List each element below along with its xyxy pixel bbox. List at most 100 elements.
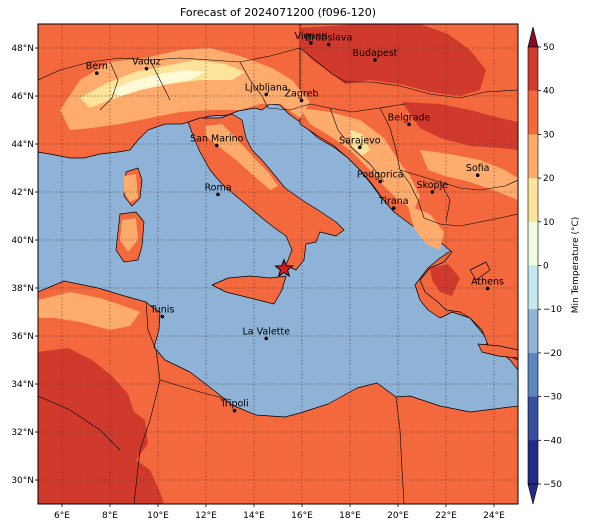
country-borders <box>38 47 518 504</box>
colorbar-tick-label: 40 <box>543 87 555 97</box>
lat-tick-label: 40°N <box>11 236 34 246</box>
city-dot[interactable] <box>475 173 480 177</box>
city-dot[interactable] <box>309 41 313 45</box>
city-label: Tunis <box>149 305 174 316</box>
cool-pindus <box>408 206 444 250</box>
city-dot[interactable] <box>430 190 435 194</box>
lon-tick-label: 18°E <box>339 511 361 521</box>
city-label: Bern <box>86 61 108 72</box>
colorbar-tick-label: 20 <box>543 174 555 184</box>
city-label: Roma <box>204 182 231 193</box>
cooler-dinaric-peaks <box>350 130 370 156</box>
city-label: Podgorica <box>357 169 404 180</box>
city-dot[interactable] <box>485 286 490 291</box>
city-dot[interactable] <box>373 58 377 62</box>
city-label: Vienna <box>295 31 328 42</box>
lon-tick-label: 22°E <box>435 511 457 521</box>
land-crete <box>477 343 518 359</box>
city-label: San Marino <box>190 133 243 144</box>
warm-sahara <box>38 348 164 504</box>
map-frame <box>37 23 519 505</box>
lat-tick-label: 38°N <box>11 284 34 294</box>
lon-tick-label: 24°E <box>483 511 505 521</box>
city-label: Sarajevo <box>339 135 381 146</box>
colorbar-tick-label: −10 <box>543 305 562 315</box>
city-label: Belgrade <box>388 112 431 123</box>
city-dot[interactable] <box>232 408 237 413</box>
lon-tick-label: 12°E <box>195 511 217 521</box>
cool-balkan-mountains <box>420 150 518 200</box>
lat-tick-label: 34°N <box>11 380 34 390</box>
city-dot[interactable] <box>378 179 383 184</box>
colorbar-band <box>528 134 538 179</box>
city-dot[interactable] <box>160 314 165 319</box>
city-dot[interactable] <box>216 192 220 197</box>
colorbar-band <box>528 178 538 223</box>
city-dot[interactable] <box>391 206 396 210</box>
cool-regions <box>38 48 518 330</box>
lat-tick-label: 30°N <box>11 476 34 486</box>
city-label: Tirana <box>378 196 409 207</box>
event-marker-star[interactable] <box>274 258 294 278</box>
colorbar-band <box>528 440 538 485</box>
colorbar-tick-label: 10 <box>543 218 555 228</box>
colorbar-tick-label: 0 <box>543 262 549 272</box>
colorbar: 50 40 30 20 10 0 −10 −20 −30 −40 −50 <box>527 26 562 505</box>
warm-balkan-inland <box>402 102 518 150</box>
lon-tick-label: 14°E <box>243 511 265 521</box>
lon-tick-label: 8°E <box>102 511 118 521</box>
lon-tick-label: 6°E <box>54 511 70 521</box>
city-label: La Valette <box>242 326 290 337</box>
lat-tick-label: 48°N <box>11 44 34 54</box>
city-label: Budapest <box>352 48 397 59</box>
city-label: Sofia <box>466 163 490 174</box>
colorbar-extend-top <box>527 26 539 48</box>
colorbar-band <box>528 90 538 135</box>
colorbar-tick-label: 30 <box>543 130 555 140</box>
colorbar-extend-bottom <box>527 483 539 505</box>
city-dot[interactable] <box>95 71 99 75</box>
city-dot[interactable] <box>407 122 411 127</box>
city-label: Zagreb <box>285 89 319 100</box>
city-label: Tripoli <box>220 399 249 410</box>
city-dot[interactable] <box>326 42 331 47</box>
city-dot[interactable] <box>264 336 269 341</box>
map-title: Forecast of 2024071200 (f096-120) <box>179 6 377 19</box>
city-dot[interactable] <box>358 145 362 150</box>
coolest-alpine-glaciers <box>110 70 205 96</box>
city-dot[interactable] <box>264 92 269 97</box>
colorbar-band <box>528 265 538 310</box>
lat-tick-label: 46°N <box>11 92 34 102</box>
city-label: Skopje <box>417 180 449 191</box>
lon-tick-label: 20°E <box>387 511 409 521</box>
lat-tick-label: 32°N <box>11 428 34 438</box>
colorbar-band <box>528 352 538 397</box>
colorbar-tick-label: −30 <box>543 393 562 403</box>
city-dot[interactable] <box>215 143 219 148</box>
colorbar-tick-label: −50 <box>543 480 562 490</box>
colorbar-tick-label: 50 <box>543 43 555 53</box>
city-label: Bratislava <box>305 32 352 43</box>
cool-apennines <box>205 124 278 190</box>
cool-alps <box>60 48 310 130</box>
lat-tick-label: 36°N <box>11 332 34 342</box>
colorbar-band <box>528 47 538 91</box>
land-evia <box>469 261 491 281</box>
city-label: Ljubljana <box>245 83 288 94</box>
coolest-regions <box>110 70 205 96</box>
city-dot[interactable] <box>144 66 149 71</box>
land-sicily <box>211 275 287 305</box>
lat-tick-label: 44°N <box>11 140 34 150</box>
warm-pannonia <box>300 24 486 96</box>
colorbar-band <box>528 221 538 266</box>
colorbar-band <box>528 309 538 354</box>
cool-dinaric <box>300 108 420 210</box>
cool-atlas-tunisia <box>38 292 140 330</box>
colorbar-tick-label: −40 <box>543 436 562 446</box>
colorbar-tick-label: −20 <box>543 349 562 359</box>
city-dot[interactable] <box>299 98 304 103</box>
lon-tick-label: 16°E <box>291 511 313 521</box>
graticule <box>38 24 518 504</box>
